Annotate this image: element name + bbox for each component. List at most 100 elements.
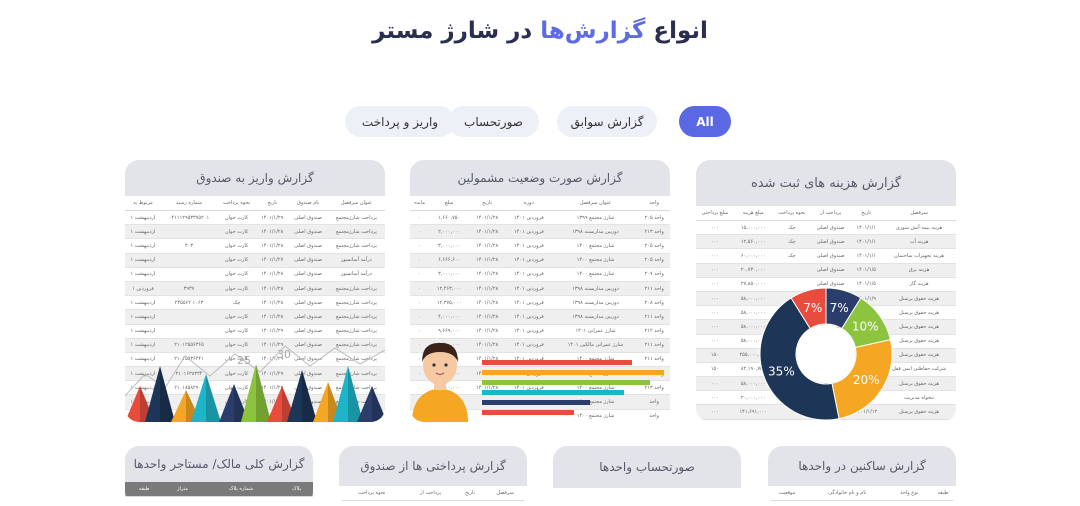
table-cell: ۴,۰۰۰,۰۰۰: [429, 309, 470, 325]
table-cell: کارت خوان: [217, 324, 257, 339]
table-cell: ۰: [410, 380, 430, 396]
table-cell: ۱۴۰۱/۱/۲۹: [256, 210, 289, 226]
payments-report-card[interactable]: گزارش پرداختی ها از صندوق سرفصل تاریخ پردا…: [339, 446, 527, 506]
table-cell: ۱۴۰۱/۱/۲۹: [256, 324, 289, 339]
table-cell: کارت خوان: [217, 366, 257, 382]
table-row: واحد ۲۰۵ شارژ مجتمع ۱۴۰۰ فروردین ۱۴۰۱ ۱۴۰۱/…: [410, 253, 670, 268]
table-row: هزینه بیمه آتش سوزی ۱۴۰۱/۱/۱ صندوق اصلی چک ۱…: [696, 220, 956, 236]
table-cell: ۵۸,۰۰۰,۰۰۰: [733, 291, 773, 307]
column-header: عنوان سرفصل: [327, 196, 385, 211]
column-header: تاریخ: [850, 206, 883, 221]
table-row: پرداخت شارژمجتمع صندوق اصلی ۱۴۰۱/۱/۲۸ کارت …: [125, 309, 385, 325]
filter-history-button[interactable]: گزارش سوابق: [557, 106, 657, 137]
pyramid-bar: [287, 370, 317, 422]
pyramid-bar-shade: [302, 370, 317, 422]
table-cell: چک: [772, 220, 812, 236]
table-cell: فروردین ۱۴۰۱: [505, 238, 553, 254]
filter-deposit-payment-button[interactable]: واریز و پرداخت: [345, 106, 455, 137]
table-cell: اردیبهشت ۱: [125, 366, 161, 382]
table-cell: صندوق اصلی: [288, 210, 328, 226]
filter-statement-button[interactable]: صورتحساب: [448, 106, 539, 137]
table-cell: ۱۲,۳۷۵,۰۰۰: [429, 295, 470, 311]
table-cell: ۵۸,۰۰۰,۰۰۰: [733, 305, 773, 321]
statement-illustration: [412, 342, 664, 422]
table-cell: شارژ مجتمع ۱۴۰۰: [552, 409, 639, 422]
table-cell: واحد ۲۱۳: [638, 224, 670, 240]
table-row: واحد ۲۰۸ دوربین مداربسته ۱۳۹۸ فروردین ۱۴۰۱…: [410, 295, 670, 311]
table-cell: ۱۴۰۱/۱/۵: [850, 263, 883, 278]
table-cell: هزینه حقوق پرسنل: [882, 334, 956, 349]
table-cell: ۱۴۰۱/۱/۱: [850, 234, 883, 250]
table-row: واحد ۲۱۲ شارژ عمرانی ۱۴۰۱ فروردین ۱۴۰۱ ۱۴۰۱…: [410, 324, 670, 339]
table-cell: ۱۴۰۱/۱/۲۸: [469, 324, 506, 339]
table-cell: هزینه حقوق پرسنل: [882, 404, 956, 420]
table-cell: ۱۴۰۱/۱/۲۸: [469, 338, 506, 353]
table-cell: ۱۴۰۱/۱/۲۸: [256, 267, 289, 282]
table-cell: ۱۴۰۱/۱/۲۸: [256, 281, 289, 297]
table-cell: واحد ۲۱۲: [638, 324, 670, 339]
column-header: دوره: [505, 196, 553, 211]
table-cell: ۰: [410, 281, 430, 297]
residents-report-card[interactable]: گزارش ساکنین در واحدها طبقه نوع واحد نام و…: [768, 446, 956, 506]
donut-slice-label: 20%: [853, 373, 880, 387]
table-cell: ۲,۰۰۰,۰۰۰: [429, 224, 470, 240]
table-cell: شارژ مجتمع ۱۴۰۰: [552, 238, 639, 254]
deposit-report-card[interactable]: گزارش واریز به صندوق عنوان سرفصل نام صندو…: [125, 160, 385, 422]
table-cell: [772, 263, 812, 278]
title-prefix: انواع: [653, 18, 708, 44]
pyramid-bar-shade: [348, 366, 363, 422]
table-cell: صندوق اصلی: [288, 253, 328, 268]
table-cell: [160, 253, 218, 268]
table-row: هزینه تجهیزات ساختمان ۱۴۰۱/۱/۱ صندوق اصلی چ…: [696, 248, 956, 264]
column-header: مبلغ پرداختی: [696, 206, 734, 221]
owners-table: پلاک شماره پلاک متراژ طبقه: [125, 482, 313, 497]
unit-statement-title: صورتحساب واحدها: [553, 446, 741, 488]
table-cell: صندوق اصلی: [811, 263, 851, 278]
table-cell: واحد ۲۰۸: [638, 295, 670, 311]
table-cell: دوربین مداربسته ۱۳۹۸: [552, 281, 639, 297]
table-cell: صندوق اصلی: [288, 324, 328, 339]
table-cell: [160, 267, 218, 282]
table-cell: ۱۴۰۱/۱/۲۸: [256, 238, 289, 254]
table-cell: اردیبهشت ۱: [125, 309, 161, 325]
expense-report-card[interactable]: گزارش هزینه های ثبت شده سرفصل تاریخ پرداخت…: [696, 160, 956, 422]
donut-slice: [831, 339, 893, 420]
table-row: پرداخت شارژمجتمع صندوق اصلی ۱۴۰۱/۱/۲۸ کارت …: [125, 224, 385, 240]
table-cell: صندوق اصلی: [288, 309, 328, 325]
table-cell: دوربین مداربسته ۱۳۹۸: [552, 309, 639, 325]
table-cell: صندوق اصلی: [288, 366, 328, 382]
table-row: واحد ۲۰۷ شارژ مجتمع ۱۴۰۰ فروردین ۱۴۰۱ ۱۴۰۱/…: [410, 267, 670, 282]
unit-statement-card[interactable]: صورتحساب واحدها: [553, 446, 741, 506]
table-cell: ۳,۰۰۰,۰۰۰: [429, 267, 470, 282]
table-cell: ۱۴۰۱/۱/۲۸: [256, 224, 289, 240]
axis-label-30: 30: [277, 348, 291, 361]
table-cell: ۱۴۰۱/۱/۲۸: [469, 295, 506, 311]
pyramid-bar: [357, 386, 385, 422]
column-header: تاریخ: [256, 196, 289, 211]
person-illustration: [412, 342, 468, 422]
table-row: پرداخت شارژمجتمع صندوق اصلی ۱۴۰۱/۱/۲۸ چک ۱۰۶…: [125, 295, 385, 311]
column-header: نحوه پرداخت: [217, 196, 257, 211]
filter-all-button[interactable]: All: [679, 106, 731, 137]
table-cell: ۰۰۰: [696, 390, 734, 406]
table-row: واحد ۲۱۱ دوربین مداربسته ۱۳۹۸ فروردین ۱۴۰۱…: [410, 281, 670, 297]
table-cell: ۰۰۰: [696, 404, 734, 420]
owners-report-card[interactable]: گزارش کلی مالک/ مستاجر واحدها پلاک شماره …: [125, 446, 313, 506]
payments-report-title: گزارش پرداختی ها از صندوق: [339, 446, 527, 486]
table-cell: کارت خوان: [217, 267, 257, 282]
table-cell: ۰: [410, 295, 430, 311]
table-cell: ۰۰۰: [696, 248, 734, 264]
table-cell: پرداخت شارژمجتمع: [327, 224, 385, 240]
column-header: واحد: [638, 196, 670, 211]
table-cell: اردیبهشت ۱: [125, 224, 161, 240]
table-cell: کارت خوان: [217, 210, 257, 226]
table-cell: اردیبهشت ۱: [125, 267, 161, 282]
table-cell: کارت خوان: [217, 253, 257, 268]
table-cell: شارژ عمرانی ۱۴۰۱: [552, 324, 639, 339]
statement-report-card[interactable]: گزارش صورت وضعیت مشمولین واحد عنوان سرفصل…: [410, 160, 670, 422]
table-cell: پرداخت شارژمجتمع: [327, 281, 385, 297]
table-cell: فروردین ۱۴۰۱: [505, 267, 553, 282]
